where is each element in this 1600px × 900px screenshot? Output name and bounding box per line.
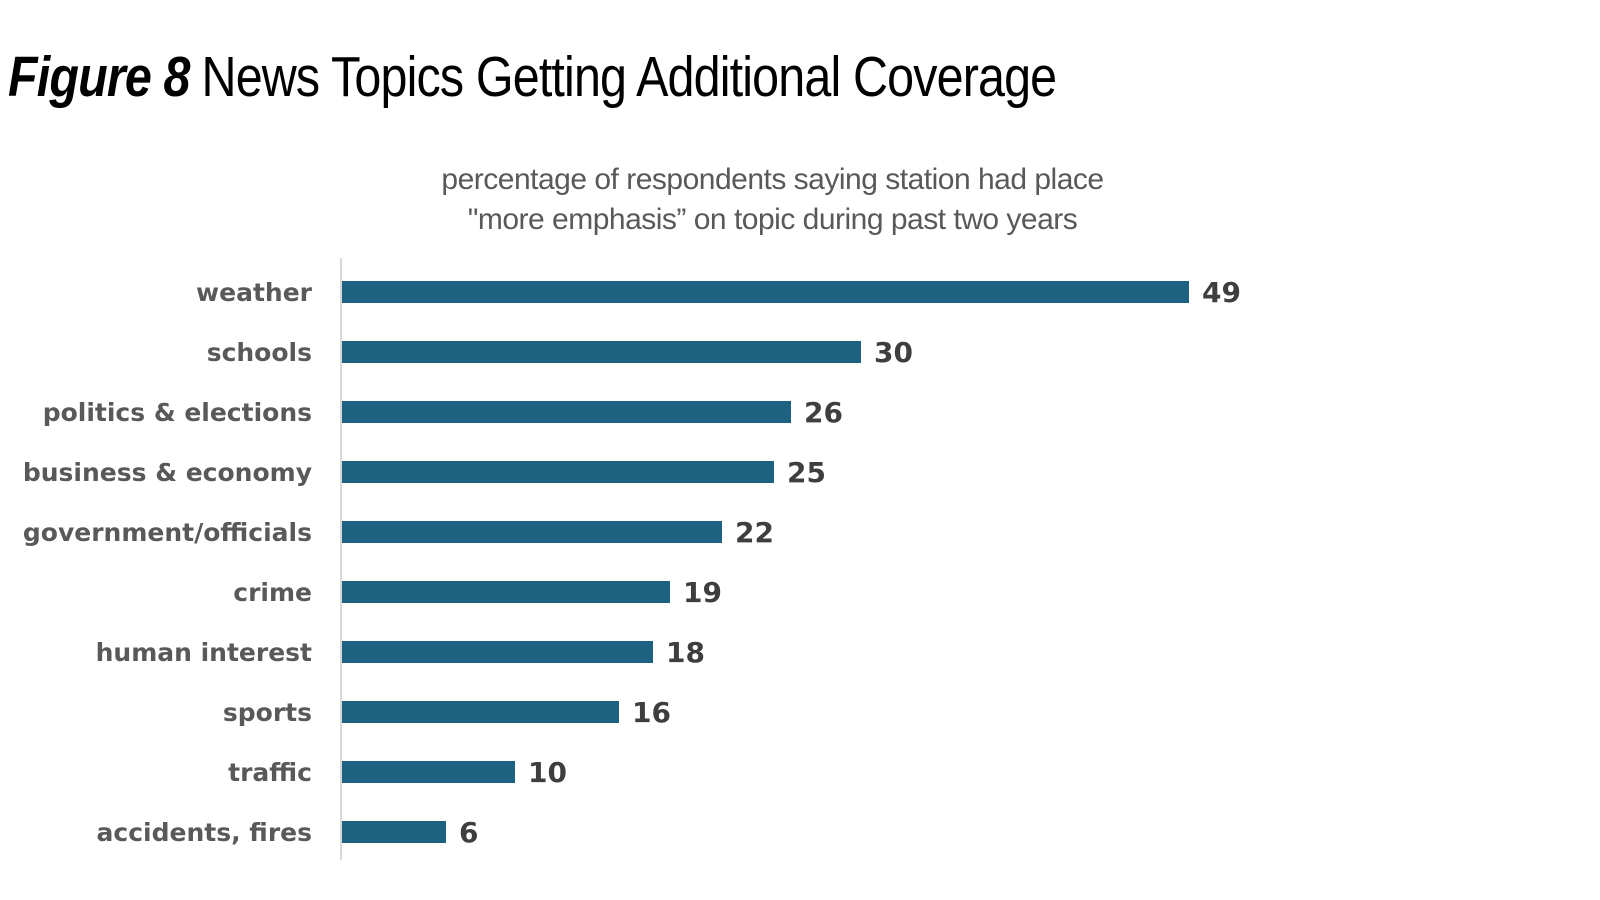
figure-title-text: News Topics Getting Additional Coverage (201, 45, 1058, 109)
value-label: 26 (804, 395, 843, 429)
bar (342, 641, 653, 663)
category-label: crime (233, 577, 312, 607)
bar-track: 18 (342, 636, 1600, 669)
chart-subtitle-line2: "more emphasis” on topic during past two… (467, 203, 1078, 236)
chart-row: sports 16 (0, 682, 1600, 742)
chart-row: schools 30 (0, 322, 1600, 382)
category-axis-line (340, 258, 342, 860)
category-label: sports (222, 697, 312, 727)
chart-row: traffic 10 (0, 742, 1600, 802)
chart-row: crime 19 (0, 562, 1600, 622)
category-label: business & economy (22, 457, 312, 487)
category-label: accidents, fires (96, 817, 312, 847)
bar-rows: weather 49 schools 30 politics & elections 26… (0, 262, 1600, 862)
bar-track: 10 (342, 756, 1600, 789)
page-title: Figure 8 News Topics Getting Additional C… (8, 44, 1058, 110)
category-label: weather (196, 277, 312, 307)
bar-track: 49 (342, 276, 1600, 309)
bar (342, 401, 791, 423)
bar-track: 26 (342, 396, 1600, 429)
chart-row: human interest 18 (0, 622, 1600, 682)
value-label: 18 (666, 635, 705, 669)
bar (342, 461, 774, 483)
chart-row: government/officials 22 (0, 502, 1600, 562)
value-label: 10 (528, 755, 567, 789)
value-label: 25 (787, 455, 826, 489)
bar-track: 25 (342, 456, 1600, 489)
category-label: schools (206, 337, 312, 367)
chart-row: weather 49 (0, 262, 1600, 322)
value-label: 19 (683, 575, 722, 609)
bar (342, 821, 446, 843)
bar-chart-plot-area: weather 49 schools 30 politics & elections 26… (0, 258, 1600, 862)
bar (342, 701, 619, 723)
bar-track: 22 (342, 516, 1600, 549)
bar-track: 19 (342, 576, 1600, 609)
chart-row: business & economy 25 (0, 442, 1600, 502)
value-label: 30 (874, 335, 913, 369)
bar (342, 341, 861, 363)
value-label: 6 (459, 815, 479, 849)
value-label: 49 (1202, 275, 1241, 309)
bar (342, 581, 670, 603)
chart-subtitle: percentage of respondents saying station… (0, 160, 1545, 240)
chart-row: accidents, fires 6 (0, 802, 1600, 862)
bar-track: 6 (342, 816, 1600, 849)
category-label: politics & elections (42, 397, 312, 427)
chart-row: politics & elections 26 (0, 382, 1600, 442)
category-label: government/officials (22, 517, 312, 547)
category-label: traffic (228, 757, 312, 787)
bar-track: 30 (342, 336, 1600, 369)
bar (342, 281, 1189, 303)
bar (342, 521, 722, 543)
bar (342, 761, 515, 783)
bar-track: 16 (342, 696, 1600, 729)
category-label: human interest (95, 637, 312, 667)
value-label: 16 (632, 695, 671, 729)
figure-label: Figure 8 (8, 45, 191, 109)
value-label: 22 (735, 515, 774, 549)
chart-subtitle-line1: percentage of respondents saying station… (441, 163, 1104, 196)
